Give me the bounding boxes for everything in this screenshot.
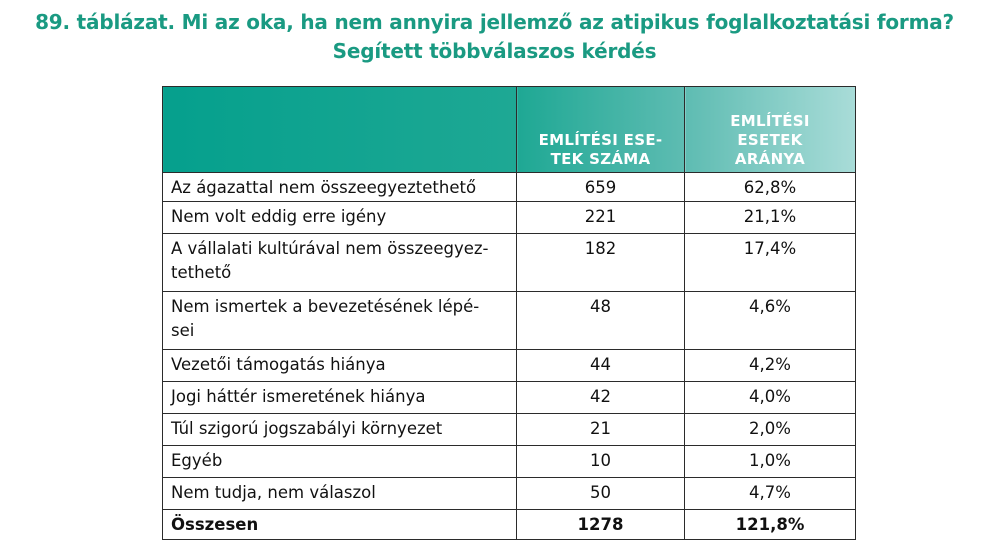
table-row: Az ágazattal nem összeegyeztethető 659 62,… <box>162 172 856 202</box>
header-count-column: EMLÍTÉSI ESE- TEK SZÁMA <box>516 86 685 173</box>
table-row: Túl szigorú jogszabályi környezet 21 2,0% <box>162 413 856 446</box>
row-label: Jogi háttér ismeretének hiánya <box>162 381 517 414</box>
table-row: Vezetői támogatás hiánya 44 4,2% <box>162 349 856 382</box>
row-ratio: 4,0% <box>684 381 856 414</box>
row-ratio: 1,0% <box>684 445 856 478</box>
header-label-column <box>162 86 517 173</box>
row-ratio: 4,2% <box>684 349 856 382</box>
row-label: A vállalati kultúrával nem összeegyez- t… <box>162 233 517 292</box>
table-row: Nem ismertek a bevezetésének lépé- sei 48… <box>162 291 856 350</box>
table-title: 89. táblázat. Mi az oka, ha nem annyira … <box>0 8 989 66</box>
row-count: 182 <box>516 233 685 292</box>
row-ratio: 2,0% <box>684 413 856 446</box>
total-label: Összesen <box>162 509 517 540</box>
total-count: 1278 <box>516 509 685 540</box>
row-ratio: 17,4% <box>684 233 856 292</box>
table-title-line1: 89. táblázat. Mi az oka, ha nem annyira … <box>35 10 954 34</box>
row-count: 44 <box>516 349 685 382</box>
row-count: 48 <box>516 291 685 350</box>
row-count: 221 <box>516 201 685 234</box>
row-label: Az ágazattal nem összeegyeztethető <box>162 172 517 202</box>
row-label: Nem volt eddig erre igény <box>162 201 517 234</box>
table-row: A vállalati kultúrával nem összeegyez- t… <box>162 233 856 292</box>
row-ratio: 4,7% <box>684 477 856 510</box>
table-row: Egyéb 10 1,0% <box>162 445 856 478</box>
row-count: 659 <box>516 172 685 202</box>
data-table: EMLÍTÉSI ESE- TEK SZÁMA EMLÍTÉSI ESETEK … <box>162 86 856 540</box>
table-row: Nem tudja, nem válaszol 50 4,7% <box>162 477 856 510</box>
row-label: Nem tudja, nem válaszol <box>162 477 517 510</box>
row-count: 10 <box>516 445 685 478</box>
row-count: 42 <box>516 381 685 414</box>
row-label: Túl szigorú jogszabályi környezet <box>162 413 517 446</box>
row-ratio: 62,8% <box>684 172 856 202</box>
row-count: 21 <box>516 413 685 446</box>
table-row: Jogi háttér ismeretének hiánya 42 4,0% <box>162 381 856 414</box>
table-row: Nem volt eddig erre igény 221 21,1% <box>162 201 856 234</box>
total-ratio: 121,8% <box>684 509 856 540</box>
row-label: Vezetői támogatás hiánya <box>162 349 517 382</box>
table-subtitle: Segített többválaszos kérdés <box>332 39 657 63</box>
table-body: Az ágazattal nem összeegyeztethető 659 62,… <box>162 172 856 540</box>
row-label: Egyéb <box>162 445 517 478</box>
header-ratio-column: EMLÍTÉSI ESETEK ARÁNYA <box>684 86 856 173</box>
row-ratio: 4,6% <box>684 291 856 350</box>
row-count: 50 <box>516 477 685 510</box>
row-ratio: 21,1% <box>684 201 856 234</box>
row-label: Nem ismertek a bevezetésének lépé- sei <box>162 291 517 350</box>
table-total-row: Összesen 1278 121,8% <box>162 509 856 540</box>
table-header-row: EMLÍTÉSI ESE- TEK SZÁMA EMLÍTÉSI ESETEK … <box>162 86 856 173</box>
